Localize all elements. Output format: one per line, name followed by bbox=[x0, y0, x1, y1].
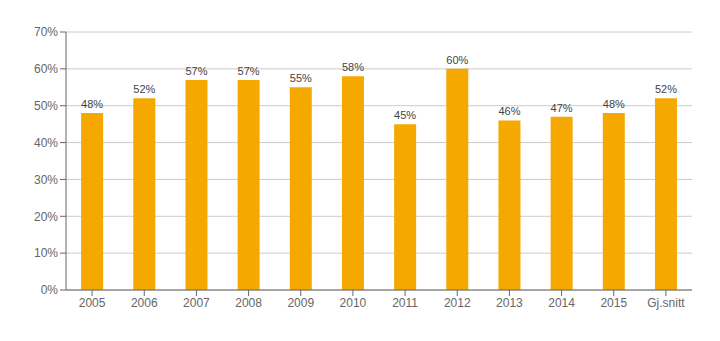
svg-text:48%: 48% bbox=[81, 98, 103, 110]
svg-text:55%: 55% bbox=[290, 72, 312, 84]
svg-text:2014: 2014 bbox=[548, 296, 575, 310]
svg-text:50%: 50% bbox=[34, 99, 58, 113]
svg-text:2011: 2011 bbox=[392, 296, 418, 310]
svg-text:10%: 10% bbox=[34, 246, 58, 260]
svg-text:60%: 60% bbox=[34, 62, 58, 76]
svg-text:40%: 40% bbox=[34, 136, 58, 150]
svg-text:57%: 57% bbox=[238, 65, 260, 77]
svg-text:2012: 2012 bbox=[444, 296, 471, 310]
svg-text:0%: 0% bbox=[41, 283, 59, 297]
svg-text:2015: 2015 bbox=[600, 296, 627, 310]
svg-text:58%: 58% bbox=[342, 61, 364, 73]
svg-text:30%: 30% bbox=[34, 173, 58, 187]
svg-text:2009: 2009 bbox=[287, 296, 314, 310]
svg-text:52%: 52% bbox=[133, 83, 155, 95]
svg-text:2010: 2010 bbox=[340, 296, 367, 310]
svg-text:48%: 48% bbox=[603, 98, 625, 110]
svg-text:2013: 2013 bbox=[496, 296, 523, 310]
svg-text:2005: 2005 bbox=[79, 296, 106, 310]
svg-text:60%: 60% bbox=[446, 54, 468, 66]
svg-text:2007: 2007 bbox=[183, 296, 210, 310]
svg-text:47%: 47% bbox=[551, 102, 573, 114]
svg-text:20%: 20% bbox=[34, 210, 58, 224]
svg-text:70%: 70% bbox=[34, 25, 58, 39]
svg-text:2008: 2008 bbox=[235, 296, 262, 310]
svg-text:57%: 57% bbox=[185, 65, 207, 77]
svg-text:45%: 45% bbox=[394, 109, 416, 121]
svg-text:2006: 2006 bbox=[131, 296, 158, 310]
svg-text:Gj.snitt: Gj.snitt bbox=[647, 296, 685, 310]
svg-text:46%: 46% bbox=[498, 105, 520, 117]
svg-text:52%: 52% bbox=[655, 83, 677, 95]
